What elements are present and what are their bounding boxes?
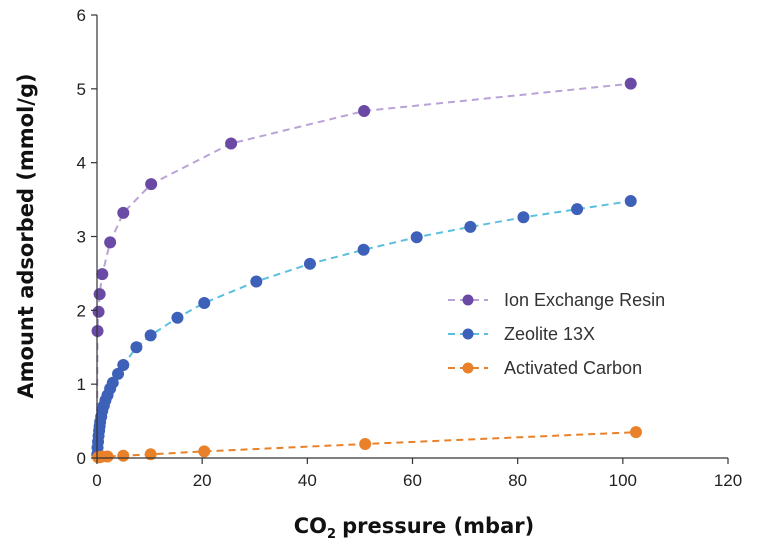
legend-label-zeolite-13x: Zeolite 13X [504,324,595,344]
x-tick-label: 0 [92,471,101,490]
data-point-ion-exchange-resin [96,268,109,281]
x-tick-label: 60 [403,471,422,490]
data-point-zeolite-13x [198,296,211,309]
data-point-ion-exchange-resin [92,305,105,318]
y-tick-label: 1 [77,375,86,394]
data-point-zeolite-13x [144,329,157,342]
data-point-activated-carbon [101,450,114,463]
y-tick-label: 0 [77,449,86,468]
x-axis-title-prefix: CO [294,514,327,538]
y-tick-label: 2 [77,301,86,320]
data-point-ion-exchange-resin [358,104,371,117]
data-point-ion-exchange-resin [624,77,637,90]
data-point-zeolite-13x [106,376,119,389]
data-point-zeolite-13x [250,275,263,288]
x-tick-label: 20 [193,471,212,490]
legend-marker-activated-carbon [462,362,474,374]
x-tick-label: 100 [609,471,637,490]
data-point-activated-carbon [359,437,372,450]
data-point-activated-carbon [629,426,642,439]
y-axis-title: Amount adsorbed (mmol/g) [14,73,38,398]
y-tick-label: 3 [77,228,86,247]
x-tick-label: 120 [714,471,742,490]
data-point-zeolite-13x [464,220,477,233]
data-point-zeolite-13x [571,203,584,216]
y-tick-label: 6 [77,6,86,25]
data-point-zeolite-13x [130,341,143,354]
y-tick-label: 5 [77,80,86,99]
legend-marker-zeolite-13x [462,328,474,340]
data-point-ion-exchange-resin [225,137,238,150]
series-line-ion-exchange-resin [96,82,631,459]
x-tick-label: 40 [298,471,317,490]
legend: Ion Exchange Resin Zeolite 13X Activated… [448,290,665,378]
series-activated-carbon [92,426,642,464]
legend-label-ion-exchange-resin: Ion Exchange Resin [504,290,665,310]
data-point-zeolite-13x [112,367,125,380]
legend-marker-ion-exchange-resin [462,294,474,306]
x-tick-label: 80 [508,471,527,490]
data-point-activated-carbon [144,448,157,461]
data-point-zeolite-13x [410,231,423,244]
data-point-zeolite-13x [624,195,637,208]
y-tick-label: 4 [77,154,86,173]
data-point-activated-carbon [198,445,211,458]
data-point-ion-exchange-resin [117,206,130,219]
x-axis-title-subscript: 2 [327,527,336,542]
data-point-zeolite-13x [117,358,130,371]
plot-area [91,77,642,464]
data-point-zeolite-13x [303,257,316,270]
x-axis-title: CO2 pressure (mbar) [294,514,534,542]
x-axis-title-label: pressure (mbar) [342,514,534,538]
legend-label-activated-carbon: Activated Carbon [504,358,642,378]
data-point-activated-carbon [117,449,130,462]
data-point-ion-exchange-resin [145,178,158,191]
data-point-zeolite-13x [517,211,530,224]
series-ion-exchange-resin [91,77,637,459]
data-point-ion-exchange-resin [104,236,117,249]
data-point-ion-exchange-resin [93,288,106,301]
data-point-zeolite-13x [357,243,370,256]
data-point-zeolite-13x [171,311,184,324]
